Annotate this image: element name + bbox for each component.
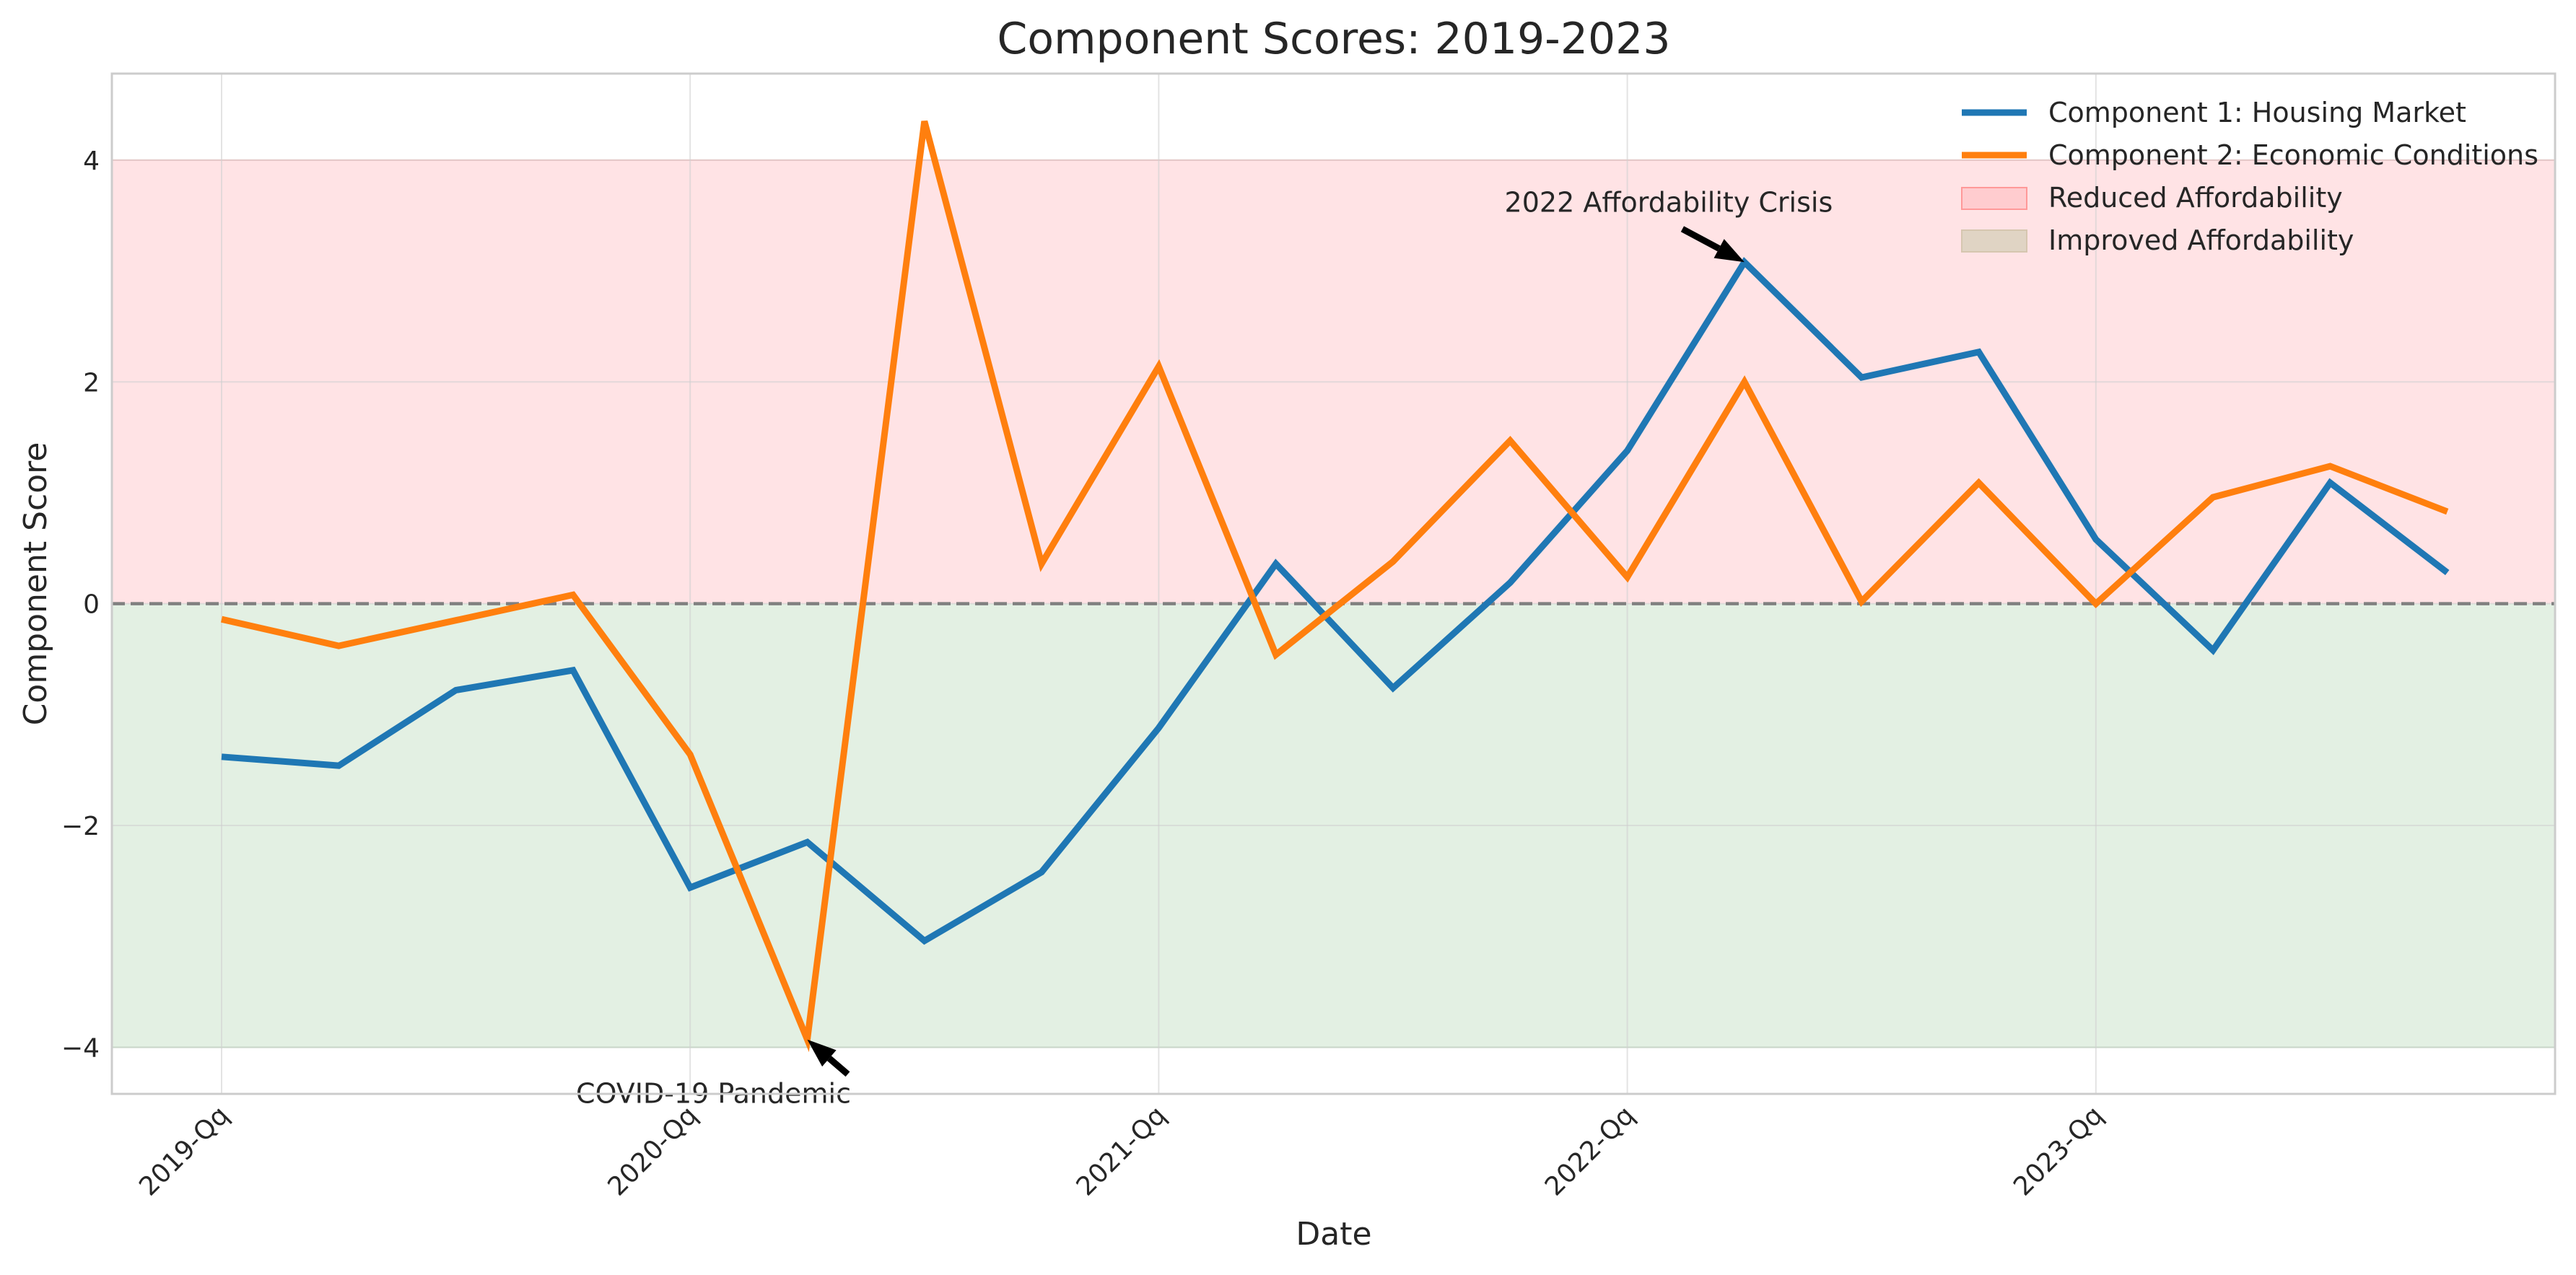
y-axis-label: Component Score <box>17 442 54 726</box>
annotation-arrow-1-shaft <box>1680 226 1721 252</box>
x-axis-ticks: 2019-Qq 2020-Qq 2021-Qq 2022-Qq 2023-Qq <box>134 1100 2109 1201</box>
x-tick-label-0: 2019-Qq <box>134 1100 235 1201</box>
legend-label-0: Component 1: Housing Market <box>2048 97 2466 128</box>
y-tick-label-2: 0 <box>83 590 100 620</box>
annotation-label-1: 2022 Affordability Crisis <box>1505 186 1833 218</box>
x-tick-label-8: 2021-Qq <box>1071 1100 1172 1201</box>
y-axis-ticks: −4 −2 0 2 4 <box>61 146 100 1064</box>
x-tick-label-16: 2023-Qq <box>2008 1100 2109 1201</box>
x-axis-label: Date <box>1296 1216 1371 1253</box>
annotation-arrow-0-head <box>807 1039 837 1067</box>
chart-title: Component Scores: 2019-2023 <box>997 14 1670 64</box>
y-tick-label-0: −4 <box>61 1033 100 1063</box>
plot-frame <box>110 72 2557 1095</box>
annotation-arrow-1-head <box>1713 239 1745 263</box>
x-tick-label-4: 2020-Qq <box>602 1100 703 1201</box>
series-lines <box>221 120 2450 1053</box>
legend-label-1: Component 2: Economic Conditions <box>2048 139 2538 171</box>
y-tick-label-3: 2 <box>83 368 100 398</box>
legend-swatch-3 <box>1961 229 2027 253</box>
annotation-arrow-0-shaft <box>826 1056 850 1077</box>
x-tick-label-12: 2022-Qq <box>1540 1100 1641 1201</box>
legend-swatch-2 <box>1961 187 2027 210</box>
y-tick-label-4: 4 <box>83 146 100 176</box>
series-line-2 <box>221 120 2449 1053</box>
y-tick-label-1: −2 <box>61 812 100 841</box>
legend-label-2: Reduced Affordability <box>2048 182 2343 214</box>
legend: Component 1: Housing Market Component 2: … <box>1961 97 2538 256</box>
series-line-1 <box>221 257 2450 945</box>
legend-label-3: Improved Affordability <box>2048 224 2354 256</box>
